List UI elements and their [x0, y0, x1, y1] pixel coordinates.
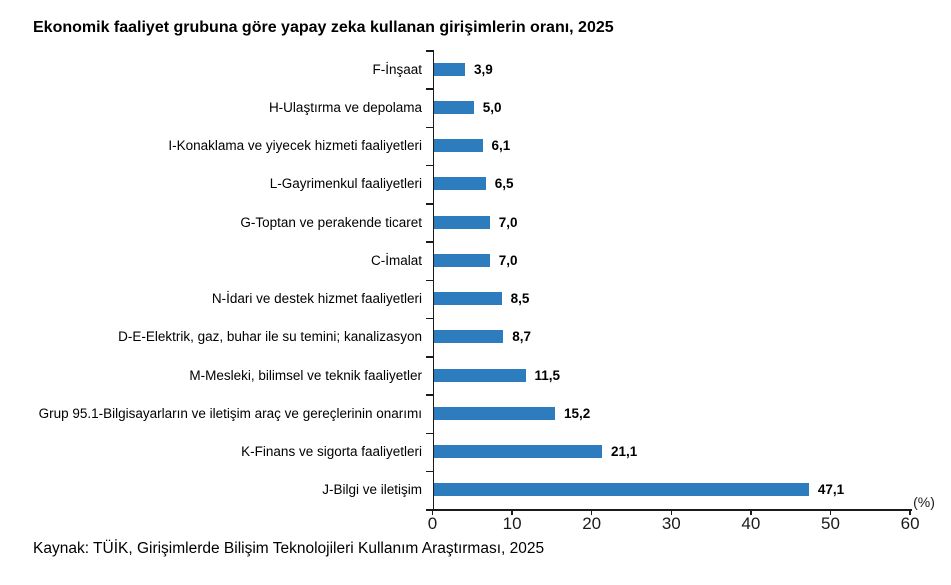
x-axis-tick [431, 509, 434, 515]
y-axis-tick [425, 241, 433, 243]
x-axis-tick-label: 20 [582, 514, 602, 533]
x-axis-tick [909, 509, 911, 515]
x-axis-tick-label: 10 [502, 514, 522, 533]
y-axis-tick [425, 470, 433, 473]
y-axis-tick [425, 279, 433, 281]
y-axis-tick [425, 88, 433, 90]
y-axis-tick [425, 432, 433, 434]
bar-value-label: 7,0 [498, 214, 518, 230]
y-axis-tick [425, 509, 433, 511]
bar-value-label: 11,5 [534, 367, 561, 383]
bar-category-label: C-İmalat [370, 252, 422, 268]
bar-value-label: 6,1 [491, 138, 511, 154]
bar-category-label: H-Ulaştırma ve depolama [268, 99, 422, 115]
bar [434, 368, 526, 382]
bar [434, 100, 474, 114]
bar-value-label: 8,7 [512, 329, 532, 345]
bar-category-label: N-İdari ve destek hizmet faaliyetleri [211, 291, 422, 307]
bar [434, 330, 504, 344]
bar-category-label: L-Gayrimenkul faaliyetleri [269, 176, 422, 192]
bar-value-label: 6,5 [494, 176, 514, 192]
x-axis-tick [670, 509, 673, 515]
y-axis-tick [425, 394, 433, 396]
y-axis-tick [425, 50, 433, 52]
bar [434, 215, 490, 229]
bar [434, 483, 809, 497]
bar [434, 406, 555, 420]
bar-category-label: F-İnşaat [372, 61, 422, 77]
x-axis-tick-label: 40 [741, 514, 761, 533]
axis-unit-label: (%) [913, 494, 935, 510]
bar-category-label: K-Finans ve sigorta faaliyetleri [241, 444, 422, 460]
bar-value-label: 47,1 [817, 482, 845, 498]
y-axis-tick [425, 356, 433, 358]
source-note: Kaynak: TÜİK, Girişimlerde Bilişim Tekno… [33, 540, 545, 557]
bar [434, 62, 466, 76]
y-axis-tick [425, 317, 433, 320]
bar-value-label: 3,9 [474, 61, 493, 77]
chart-title: Ekonomik faaliyet grubuna göre yapay zek… [33, 19, 614, 36]
bar-category-label: G-Toptan ve perakende ticaret [240, 214, 422, 230]
x-axis-tick [829, 509, 832, 515]
bar [434, 139, 483, 153]
bar-value-label: 21,1 [610, 444, 638, 460]
y-axis-tick [425, 126, 433, 128]
bar-value-label: 8,5 [510, 291, 530, 307]
bar [434, 177, 486, 191]
x-axis-tick [590, 509, 593, 515]
bar-category-label: D-E-Elektrik, gaz, buhar ile su temini; … [118, 329, 422, 345]
bar-category-label: I-Konaklama ve yiyecek hizmeti faaliyetl… [168, 138, 422, 154]
x-axis-tick [750, 509, 752, 515]
x-axis-tick-label: 50 [821, 514, 840, 533]
x-axis-tick-label: 30 [661, 514, 681, 533]
bar [434, 445, 602, 459]
y-axis-tick [425, 203, 433, 205]
bar-value-label: 15,2 [563, 405, 591, 421]
bar-category-label: Grup 95.1-Bilgisayarların ve iletişim ar… [38, 405, 422, 421]
y-axis-line [432, 50, 434, 511]
x-axis-line [432, 509, 912, 511]
x-axis-tick-label: 60 [900, 514, 920, 533]
x-axis-tick [511, 509, 513, 515]
bar [434, 253, 490, 267]
bar-value-label: 7,0 [498, 252, 518, 268]
bar-category-label: J-Bilgi ve iletişim [322, 482, 422, 498]
bar [434, 292, 502, 306]
bar-value-label: 5,0 [482, 99, 502, 115]
y-axis-tick [425, 164, 433, 167]
bar-category-label: M-Mesleki, bilimsel ve teknik faaliyetle… [189, 367, 422, 383]
x-axis-tick-label: 0 [427, 514, 438, 533]
